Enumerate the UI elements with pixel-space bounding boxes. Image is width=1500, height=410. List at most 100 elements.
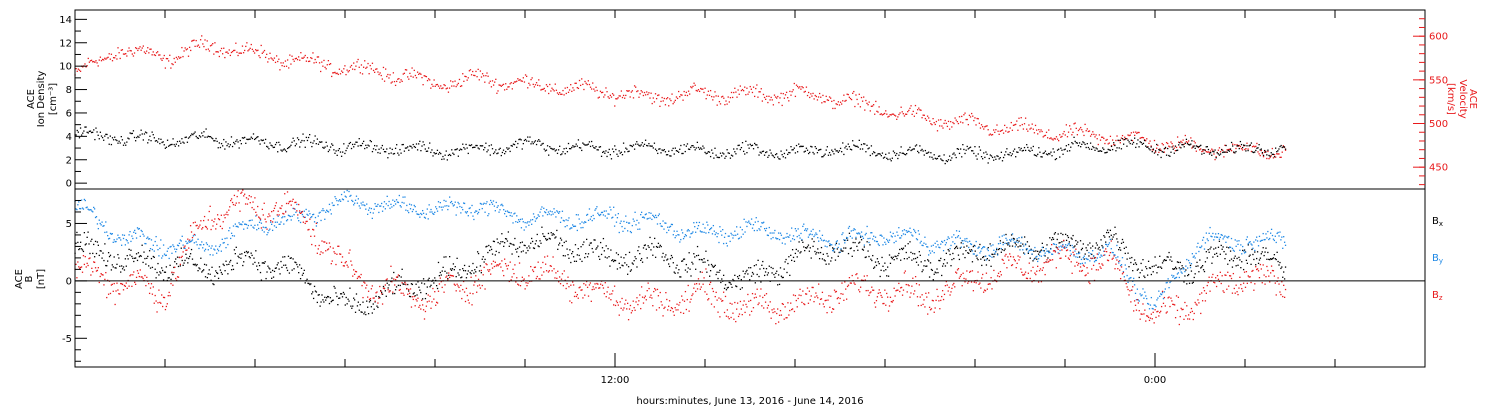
bx-point xyxy=(75,242,77,244)
density-point xyxy=(472,146,474,149)
bx-point xyxy=(988,259,990,262)
velocity-point xyxy=(606,91,608,93)
by-point xyxy=(289,215,291,218)
velocity-point xyxy=(783,97,786,99)
by-point xyxy=(1256,240,1259,242)
velocity-point xyxy=(169,54,171,56)
bx-point xyxy=(1044,255,1046,257)
density-point xyxy=(813,153,815,155)
density-point xyxy=(153,137,155,139)
by-point xyxy=(909,227,911,229)
bx-point xyxy=(234,253,236,255)
bx-point xyxy=(293,268,295,270)
bx-point xyxy=(210,279,212,281)
by-point xyxy=(523,229,525,231)
velocity-point xyxy=(418,73,420,75)
density-point xyxy=(561,153,563,155)
by-point xyxy=(707,224,709,226)
bx-point xyxy=(385,295,387,297)
bz-point xyxy=(106,296,108,299)
velocity-point xyxy=(564,87,566,89)
density-point xyxy=(284,149,287,151)
bx-point xyxy=(1228,259,1231,262)
bx-point xyxy=(1078,256,1081,258)
bx-point xyxy=(1182,267,1184,269)
by-point xyxy=(294,208,296,210)
density-point xyxy=(800,145,802,147)
density-point xyxy=(959,148,962,150)
velocity-point xyxy=(496,92,498,94)
by-point xyxy=(820,239,823,241)
bz-point xyxy=(152,286,154,288)
by-point xyxy=(831,244,833,246)
by-point xyxy=(622,230,624,232)
velocity-point xyxy=(1020,117,1022,119)
density-point xyxy=(336,154,338,157)
bx-point xyxy=(835,242,838,245)
bx-point xyxy=(763,267,765,270)
by-point xyxy=(249,219,251,222)
by-point xyxy=(405,209,407,211)
bx-point xyxy=(687,267,689,269)
density-point xyxy=(260,139,262,141)
by-point xyxy=(868,241,870,244)
density-point xyxy=(719,152,722,154)
density-point xyxy=(700,147,702,149)
by-point xyxy=(1213,239,1215,241)
velocity-point xyxy=(665,98,668,100)
velocity-point xyxy=(147,47,149,49)
by-point xyxy=(408,211,410,214)
density-point xyxy=(1279,145,1281,148)
density-point xyxy=(1165,154,1168,156)
velocity-point xyxy=(709,89,712,92)
density-point xyxy=(112,139,115,141)
by-point xyxy=(78,201,80,203)
density-point xyxy=(150,140,152,142)
density-point xyxy=(792,149,794,151)
bx-point xyxy=(1125,246,1127,248)
bx-point xyxy=(454,266,456,268)
velocity-point xyxy=(1268,158,1270,160)
velocity-point xyxy=(138,47,140,50)
bx-point xyxy=(584,256,586,259)
by-point xyxy=(351,199,353,202)
bx-point xyxy=(795,248,797,251)
by-point xyxy=(824,245,826,247)
by-point xyxy=(910,231,912,234)
velocity-point xyxy=(332,72,334,74)
density-point xyxy=(503,152,506,155)
by-point xyxy=(480,203,482,205)
density-point xyxy=(692,145,694,147)
velocity-point xyxy=(199,39,202,41)
density-point xyxy=(111,137,114,139)
by-point xyxy=(1200,246,1202,249)
velocity-point xyxy=(461,85,463,87)
density-point xyxy=(727,152,729,154)
by-point xyxy=(812,228,814,231)
bx-point xyxy=(672,262,674,264)
velocity-point xyxy=(897,116,899,118)
bx-point xyxy=(566,248,568,250)
bx-point xyxy=(430,284,432,286)
density-point xyxy=(1278,148,1280,150)
by-point xyxy=(678,234,680,236)
density-point xyxy=(1170,151,1172,153)
density-point xyxy=(286,147,289,150)
bx-point xyxy=(1061,241,1063,243)
velocity-point xyxy=(694,84,696,86)
bx-point xyxy=(480,272,482,274)
velocity-point xyxy=(256,50,258,52)
velocity-point xyxy=(197,44,200,46)
density-point xyxy=(193,132,195,135)
density-point xyxy=(527,136,529,138)
by-point xyxy=(502,205,504,207)
bx-point xyxy=(651,242,653,245)
by-point xyxy=(352,200,354,203)
velocity-point xyxy=(714,91,716,93)
by-point xyxy=(1201,245,1203,247)
velocity-point xyxy=(75,68,77,70)
density-point xyxy=(450,154,452,157)
velocity-point xyxy=(850,98,853,101)
bx-point xyxy=(1278,264,1280,266)
velocity-point xyxy=(1075,127,1077,130)
